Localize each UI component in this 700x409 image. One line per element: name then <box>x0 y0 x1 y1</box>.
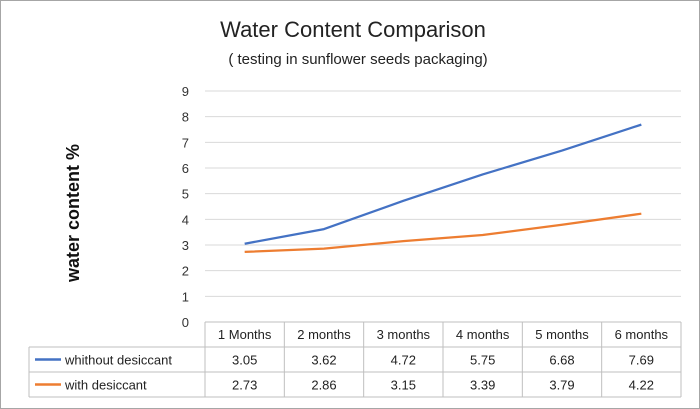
data-value-label: 3.05 <box>232 353 257 368</box>
y-axis-label: water content % <box>63 144 83 283</box>
x-category-label: 2 months <box>297 327 351 342</box>
series-line-0 <box>244 123 642 245</box>
data-value-label: 3.79 <box>549 378 574 393</box>
legend-label: whithout desiccant <box>64 353 172 368</box>
chart-subtitle: ( testing in sunflower seeds packaging) <box>228 51 487 68</box>
legend-label: with desiccant <box>64 378 147 393</box>
y-tick-label: 8 <box>182 110 189 125</box>
y-tick-label: 2 <box>182 264 189 279</box>
y-tick-label: 4 <box>182 212 189 227</box>
data-value-label: 3.15 <box>391 378 416 393</box>
data-value-label: 7.69 <box>629 353 654 368</box>
data-value-label: 6.68 <box>549 353 574 368</box>
data-value-label: 3.62 <box>311 353 336 368</box>
data-value-label: 4.72 <box>391 353 416 368</box>
x-category-label: 4 months <box>456 327 510 342</box>
data-value-label: 5.75 <box>470 353 495 368</box>
x-category-label: 3 months <box>377 327 431 342</box>
y-tick-label: 9 <box>182 84 189 99</box>
y-tick-label: 5 <box>182 187 189 202</box>
data-value-label: 4.22 <box>629 378 654 393</box>
y-axis-ticks: 0 1 2 3 4 5 6 7 8 9 <box>182 84 189 330</box>
data-value-label: 2.73 <box>232 378 257 393</box>
y-tick-label: 0 <box>182 315 189 330</box>
y-tick-label: 6 <box>182 161 189 176</box>
y-tick-label: 1 <box>182 289 189 304</box>
x-category-label: 6 months <box>615 327 669 342</box>
x-category-label: 5 months <box>535 327 589 342</box>
x-category-label: 1 Months <box>218 327 272 342</box>
data-value-label: 2.86 <box>311 378 336 393</box>
series-lines <box>244 123 642 254</box>
chart-title: Water Content Comparison <box>220 17 486 42</box>
y-tick-label: 7 <box>182 135 189 150</box>
series-line-1 <box>244 212 642 254</box>
data-table: 1 Months 2 months 3 months 4 months 5 months… <box>28 321 682 398</box>
data-value-label: 3.39 <box>470 378 495 393</box>
y-tick-label: 3 <box>182 238 189 253</box>
gridlines <box>205 90 681 323</box>
